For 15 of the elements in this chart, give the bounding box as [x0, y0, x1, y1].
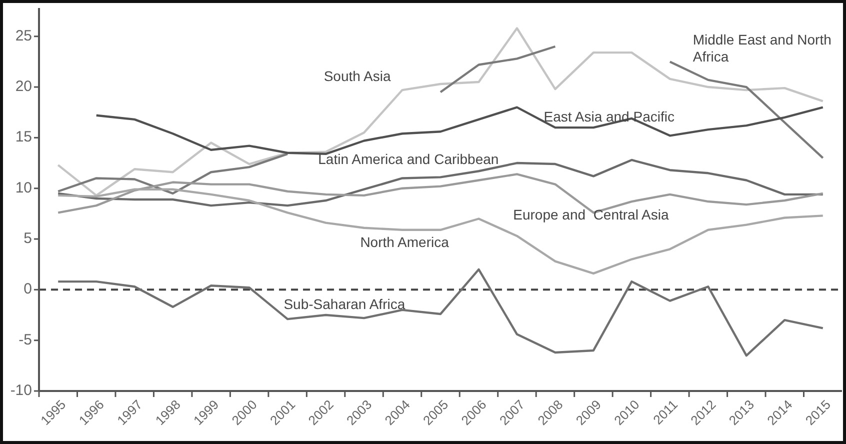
series-label: North America [360, 234, 450, 250]
y-tick-label: -5 [18, 331, 32, 348]
y-tick-label: 10 [15, 179, 32, 196]
series-label: Europe and Central Asia [513, 206, 670, 222]
y-tick-label: -10 [10, 382, 32, 399]
y-tick-label: 0 [24, 280, 32, 298]
series-label: South Asia [324, 68, 392, 84]
y-tick-label: 20 [15, 78, 32, 95]
y-tick-label: 15 [15, 128, 32, 146]
y-tick-label: 25 [15, 27, 32, 44]
series-label: Middle East and North Africa [692, 31, 832, 64]
series-label: Sub-Saharan Africa [284, 296, 406, 312]
series-label: Latin America and Caribbean [318, 150, 499, 167]
y-tick-label: 5 [24, 230, 32, 247]
series-label: East Asia and Pacific [544, 108, 674, 124]
